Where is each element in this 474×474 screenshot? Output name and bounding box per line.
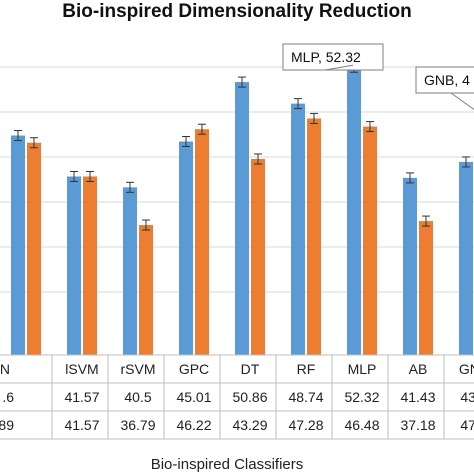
category-label: RF: [297, 361, 316, 377]
bar: [67, 176, 81, 355]
callout-text: GNB, 4: [424, 72, 470, 88]
bar: [179, 141, 193, 355]
data-label: 37.18: [400, 417, 435, 433]
category-label: lSVM: [65, 361, 98, 377]
bar: [83, 176, 97, 355]
bar: [235, 82, 249, 355]
bar: [419, 221, 433, 355]
callout-box: [415, 66, 474, 94]
data-label: 52.32: [344, 389, 379, 405]
data-label: 41.57: [64, 417, 99, 433]
bars: [11, 61, 473, 356]
callout-leader: [324, 64, 354, 71]
data-label: 43.29: [232, 417, 267, 433]
callouts: MLP, 52.32 GNB, 4: [282, 43, 474, 111]
data-label: 41.57: [64, 389, 99, 405]
category-label: AB: [409, 361, 428, 377]
category-label: rSVM: [121, 361, 156, 377]
bar: [307, 118, 321, 355]
bar: [363, 126, 377, 356]
data-label: 41.43: [400, 389, 435, 405]
category-label: MLP: [348, 361, 377, 377]
category-label: GPC: [179, 361, 209, 377]
data-label: 46.48: [344, 417, 379, 433]
data-label: 89: [0, 417, 14, 433]
bar: [139, 225, 153, 355]
bar: [459, 161, 473, 355]
data-label: 47.4: [460, 417, 474, 433]
data-label: 47.28: [288, 417, 323, 433]
category-label: DT: [241, 361, 260, 377]
chart-title: Bio-inspired Dimensionality Reduction: [62, 1, 411, 22]
category-label: N: [0, 361, 10, 377]
bar: [195, 129, 209, 355]
bar: [403, 177, 417, 355]
data-label: 46.22: [176, 417, 211, 433]
bar: [347, 67, 361, 355]
x-axis-label: Bio-inspired Classifiers: [151, 456, 304, 473]
data-label: 50.86: [232, 389, 267, 405]
data-label: .6: [2, 389, 14, 405]
data-label: 43.0: [460, 389, 474, 405]
bar: [11, 135, 25, 355]
bar: [291, 103, 305, 355]
data-label: 40.5: [124, 389, 151, 405]
bar: [251, 158, 265, 355]
bar: [123, 187, 137, 355]
callout-leader: [450, 92, 474, 111]
data-label: 45.01: [176, 389, 211, 405]
bar: [27, 142, 41, 355]
data-label: 48.74: [288, 389, 323, 405]
callout-box: [282, 43, 384, 71]
category-label: GNE: [459, 361, 474, 377]
data-label: 36.79: [120, 417, 155, 433]
callout-text: MLP, 52.32: [291, 49, 361, 65]
